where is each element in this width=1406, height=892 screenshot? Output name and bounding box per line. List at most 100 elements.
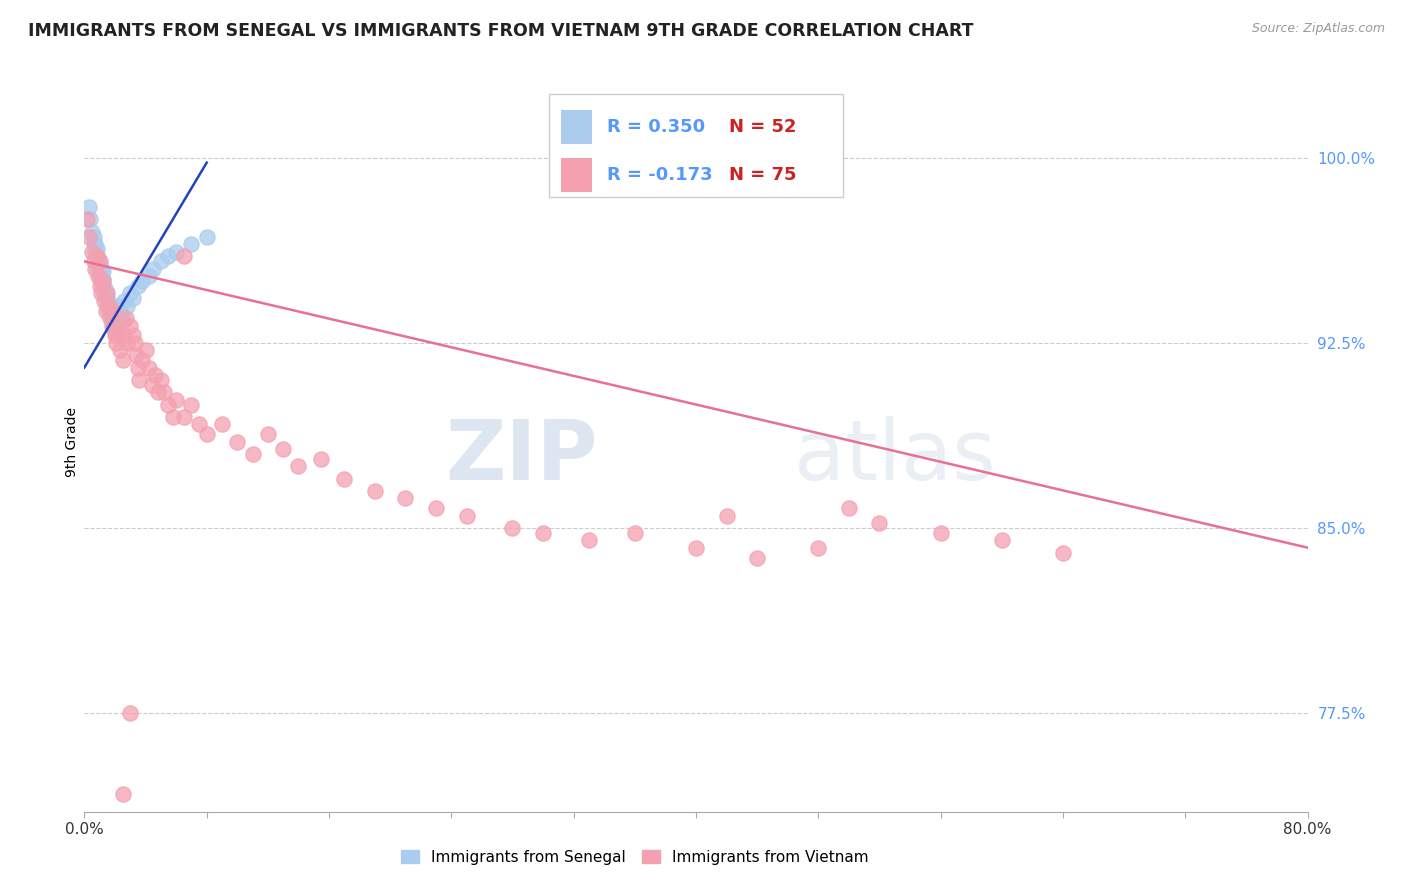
Point	[77, 200, 100, 214]
Point	[79, 212, 101, 227]
Point	[157, 397, 180, 411]
Point	[89, 257, 111, 271]
Point	[188, 417, 211, 432]
Point	[97, 296, 120, 310]
Point	[153, 385, 176, 400]
Point	[120, 706, 142, 720]
Point	[111, 353, 134, 368]
Point	[131, 274, 153, 288]
FancyBboxPatch shape	[561, 159, 592, 192]
Point	[112, 328, 135, 343]
Point	[127, 279, 149, 293]
Point	[991, 533, 1014, 548]
Point	[165, 244, 187, 259]
Point	[131, 353, 153, 368]
Point	[162, 409, 184, 424]
Point	[143, 368, 166, 382]
Point	[97, 303, 120, 318]
Point	[807, 541, 830, 555]
Point	[115, 335, 138, 350]
Point	[127, 360, 149, 375]
Point	[120, 286, 142, 301]
Point	[93, 279, 115, 293]
Point	[364, 483, 387, 498]
Point	[101, 318, 124, 333]
Point	[101, 313, 124, 327]
Point	[89, 254, 111, 268]
Point	[103, 303, 125, 318]
Point	[83, 254, 105, 268]
Point	[124, 335, 146, 350]
Point	[173, 249, 195, 263]
Point	[242, 447, 264, 461]
Point	[125, 348, 148, 362]
Point	[531, 525, 554, 540]
Point	[122, 328, 145, 343]
Point	[91, 271, 114, 285]
Point	[90, 261, 112, 276]
Point	[98, 309, 121, 323]
Point	[502, 521, 524, 535]
Point	[110, 309, 132, 323]
Text: N = 75: N = 75	[728, 166, 796, 184]
Point	[96, 286, 118, 301]
Point	[257, 427, 280, 442]
Point	[96, 299, 118, 313]
Point	[108, 343, 131, 358]
Point	[91, 279, 114, 293]
Point	[91, 264, 114, 278]
Point	[1052, 545, 1074, 559]
Point	[128, 373, 150, 387]
Point	[93, 293, 115, 308]
Point	[105, 328, 128, 343]
Point	[138, 360, 160, 375]
Point	[149, 373, 172, 387]
Point	[838, 501, 860, 516]
Text: Source: ZipAtlas.com: Source: ZipAtlas.com	[1251, 22, 1385, 36]
FancyBboxPatch shape	[550, 94, 842, 197]
Point	[89, 269, 111, 284]
Point	[89, 261, 111, 276]
Text: atlas: atlas	[794, 416, 995, 497]
Point	[104, 328, 127, 343]
Point	[111, 313, 134, 327]
Point	[195, 427, 218, 442]
Point	[180, 237, 202, 252]
Point	[84, 244, 107, 259]
Point	[716, 508, 738, 523]
Point	[394, 491, 416, 506]
Point	[84, 261, 107, 276]
Point	[86, 242, 108, 256]
Point	[90, 269, 112, 284]
Point	[685, 541, 707, 555]
Point	[83, 229, 105, 244]
Text: IMMIGRANTS FROM SENEGAL VS IMMIGRANTS FROM VIETNAM 9TH GRADE CORRELATION CHART: IMMIGRANTS FROM SENEGAL VS IMMIGRANTS FR…	[28, 22, 973, 40]
Point	[120, 318, 142, 333]
Point	[87, 261, 110, 276]
Point	[90, 274, 112, 288]
Point	[180, 397, 202, 411]
Point	[91, 274, 114, 288]
Point	[311, 451, 333, 466]
Point	[425, 501, 447, 516]
Point	[146, 385, 169, 400]
Point	[333, 471, 356, 485]
Point	[157, 249, 180, 263]
Point	[94, 303, 117, 318]
Point	[115, 299, 138, 313]
Point	[90, 286, 112, 301]
Point	[149, 254, 172, 268]
Point	[80, 225, 103, 239]
Point	[173, 409, 195, 424]
Legend: Immigrants from Senegal, Immigrants from Vietnam: Immigrants from Senegal, Immigrants from…	[395, 844, 875, 871]
Point	[107, 299, 129, 313]
Point	[211, 417, 233, 432]
Point	[624, 525, 647, 540]
Point	[108, 303, 131, 318]
Point	[105, 335, 128, 350]
Point	[122, 292, 145, 306]
Point	[578, 533, 600, 548]
Point	[77, 229, 100, 244]
Point	[87, 257, 110, 271]
Point	[271, 442, 294, 456]
